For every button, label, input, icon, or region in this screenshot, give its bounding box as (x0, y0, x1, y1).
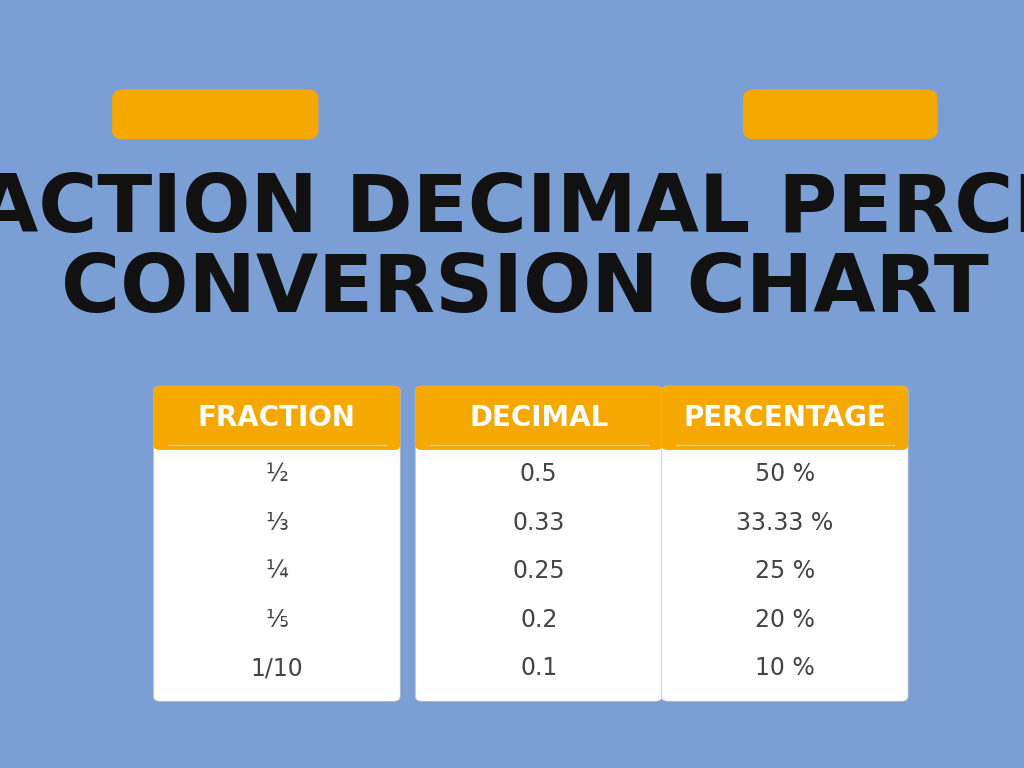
Text: 0.1: 0.1 (520, 656, 557, 680)
Text: 20 %: 20 % (755, 607, 815, 631)
Text: ¼: ¼ (265, 559, 288, 583)
Text: DECIMAL: DECIMAL (469, 404, 608, 432)
FancyBboxPatch shape (422, 418, 655, 445)
Text: 25 %: 25 % (755, 559, 815, 583)
Text: 1/10: 1/10 (251, 656, 303, 680)
FancyBboxPatch shape (154, 386, 400, 701)
Text: 50 %: 50 % (755, 462, 815, 486)
FancyBboxPatch shape (160, 418, 394, 445)
Text: 0.5: 0.5 (520, 462, 557, 486)
FancyBboxPatch shape (662, 386, 908, 701)
Text: 33.33 %: 33.33 % (736, 511, 834, 535)
FancyBboxPatch shape (154, 386, 400, 450)
Text: 0.33: 0.33 (512, 511, 565, 535)
Text: 0.2: 0.2 (520, 607, 557, 631)
Text: CONVERSION CHART: CONVERSION CHART (60, 251, 989, 329)
Text: ⅓: ⅓ (265, 511, 288, 535)
FancyBboxPatch shape (743, 89, 938, 140)
Text: 10 %: 10 % (755, 656, 814, 680)
FancyBboxPatch shape (416, 386, 663, 701)
Text: ½: ½ (265, 462, 288, 486)
FancyBboxPatch shape (662, 386, 908, 450)
Text: FRACTION: FRACTION (198, 404, 355, 432)
Text: 0.25: 0.25 (512, 559, 565, 583)
Text: FRACTION DECIMAL PERCENT: FRACTION DECIMAL PERCENT (0, 171, 1024, 250)
FancyBboxPatch shape (416, 386, 663, 450)
Text: ⅕: ⅕ (265, 607, 288, 631)
Text: PERCENTAGE: PERCENTAGE (683, 404, 886, 432)
FancyBboxPatch shape (113, 89, 318, 140)
FancyBboxPatch shape (668, 418, 902, 445)
